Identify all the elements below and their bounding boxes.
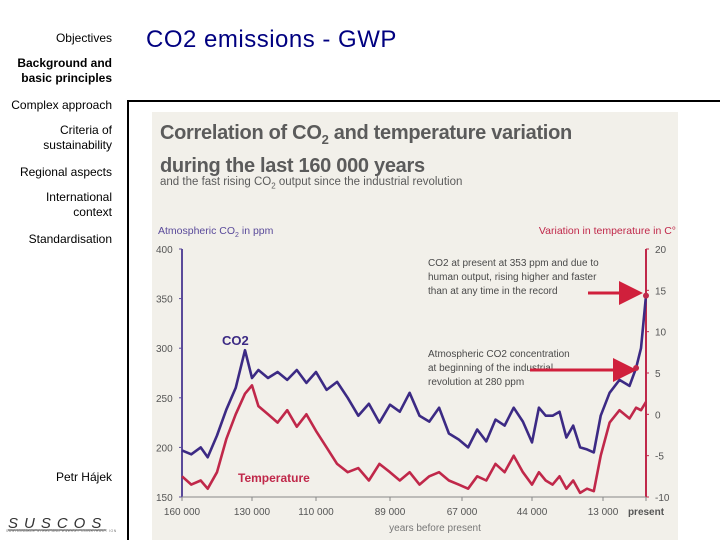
y2-tick-label: 15 (655, 286, 667, 297)
chart-figure: Correlation of CO2 and temperature varia… (152, 112, 678, 540)
left-axis-title-post: in ppm (238, 225, 274, 237)
y-tick-label: 150 (156, 493, 173, 504)
y-tick-label: 200 (156, 443, 173, 454)
annotation-2-line1: Atmospheric CO2 concentration (428, 349, 570, 360)
chart-subtitle-pre: and the fast rising CO (160, 176, 272, 188)
chart-subtitle-sub: 2 (271, 181, 276, 191)
y-tick-label: 350 (156, 295, 173, 306)
nav-item-international-context[interactable]: International context (45, 190, 112, 219)
nav-item-complex-approach[interactable]: Complex approach (11, 98, 112, 112)
x-tick-label: 160 000 (164, 507, 201, 518)
y-tick-label: 300 (156, 344, 173, 355)
present-co2-point (643, 292, 649, 299)
y2-tick-label: -10 (655, 493, 670, 504)
right-axis-title: Variation in temperature in C° (538, 225, 676, 237)
suscos-logo: SUSCOS (8, 515, 107, 532)
y2-tick-label: 0 (655, 410, 661, 421)
chart-subtitle: and the fast rising CO2 output since the… (160, 176, 462, 190)
y2-tick-label: 20 (655, 245, 667, 256)
co2-series-line (181, 295, 648, 459)
annotation-1-line1: CO2 at present at 353 ppm and due to (428, 258, 599, 269)
x-axis-title-text: years before present (389, 523, 481, 534)
x-tick-label: 89 000 (375, 507, 406, 518)
chart-title-line1-post: and temperature variation (328, 122, 572, 144)
nav-item-background[interactable]: Background and basic principles (17, 56, 112, 85)
x-axis-title: years before present (152, 523, 678, 534)
x-tick-label: 13 000 (588, 507, 619, 518)
nav-item-standardisation[interactable]: Standardisation (28, 232, 112, 246)
x-tick-label: present (628, 507, 665, 518)
series-label-temperature: Temperature (238, 471, 310, 485)
annotation-1-line2: human output, rising higher and faster (428, 272, 597, 283)
chart-title-line1-sub: 2 (321, 132, 329, 147)
y-tick-label: 250 (156, 394, 173, 405)
annotation-2-line2: at beginning of the industrial (428, 363, 553, 374)
x-tick-label: 67 000 (447, 507, 478, 518)
y2-tick-label: -5 (655, 452, 664, 463)
x-tick-label: 130 000 (234, 507, 271, 518)
nav-item-regional-aspects[interactable]: Regional aspects (19, 165, 112, 179)
series-label-co2: CO2 (222, 333, 249, 348)
chart-title-line2: during the last 160 000 years (160, 155, 425, 177)
logo-text: SUSCOS (8, 515, 107, 532)
slide-title: CO2 emissions - GWP (146, 26, 397, 53)
horizontal-divider (127, 100, 720, 102)
author-name: Petr Hájek (55, 470, 112, 484)
chart-svg: 150 200 250 300 350 400 -10 -5 0 5 10 15 20 160 000 13… (156, 245, 670, 518)
vertical-divider (127, 100, 129, 540)
chart-subtitle-post: output since the industrial revolution (275, 176, 463, 188)
left-axis-title-sub: 2 (235, 232, 239, 240)
temperature-series-line (181, 384, 648, 495)
y2-tick-label: 5 (655, 369, 661, 380)
left-axis-title-pre: Atmospheric CO (158, 225, 236, 237)
nav-item-objectives[interactable]: Objectives (55, 31, 112, 45)
chart-title-line1-pre: Correlation of CO (160, 122, 322, 144)
chart-title: Correlation of CO2 and temperature varia… (160, 120, 572, 180)
y-tick-label: 400 (156, 245, 173, 256)
x-tick-label: 44 000 (517, 507, 548, 518)
nav-item-criteria[interactable]: Criteria of sustainability (43, 123, 112, 152)
x-tick-label: 110 000 (298, 507, 334, 518)
annotation-1-line3: than at any time in the record (428, 286, 558, 297)
sidebar-nav: Objectives Background and basic principl… (0, 0, 118, 540)
y2-tick-label: 10 (655, 328, 667, 339)
left-axis-title: Atmospheric CO2 in ppm (158, 225, 273, 239)
logo-subtext: SUSTAINABLE STEEL AND ENERGY CONSTRUCT I… (6, 529, 117, 533)
annotation-2-line3: revolution at 280 ppm (428, 377, 524, 388)
